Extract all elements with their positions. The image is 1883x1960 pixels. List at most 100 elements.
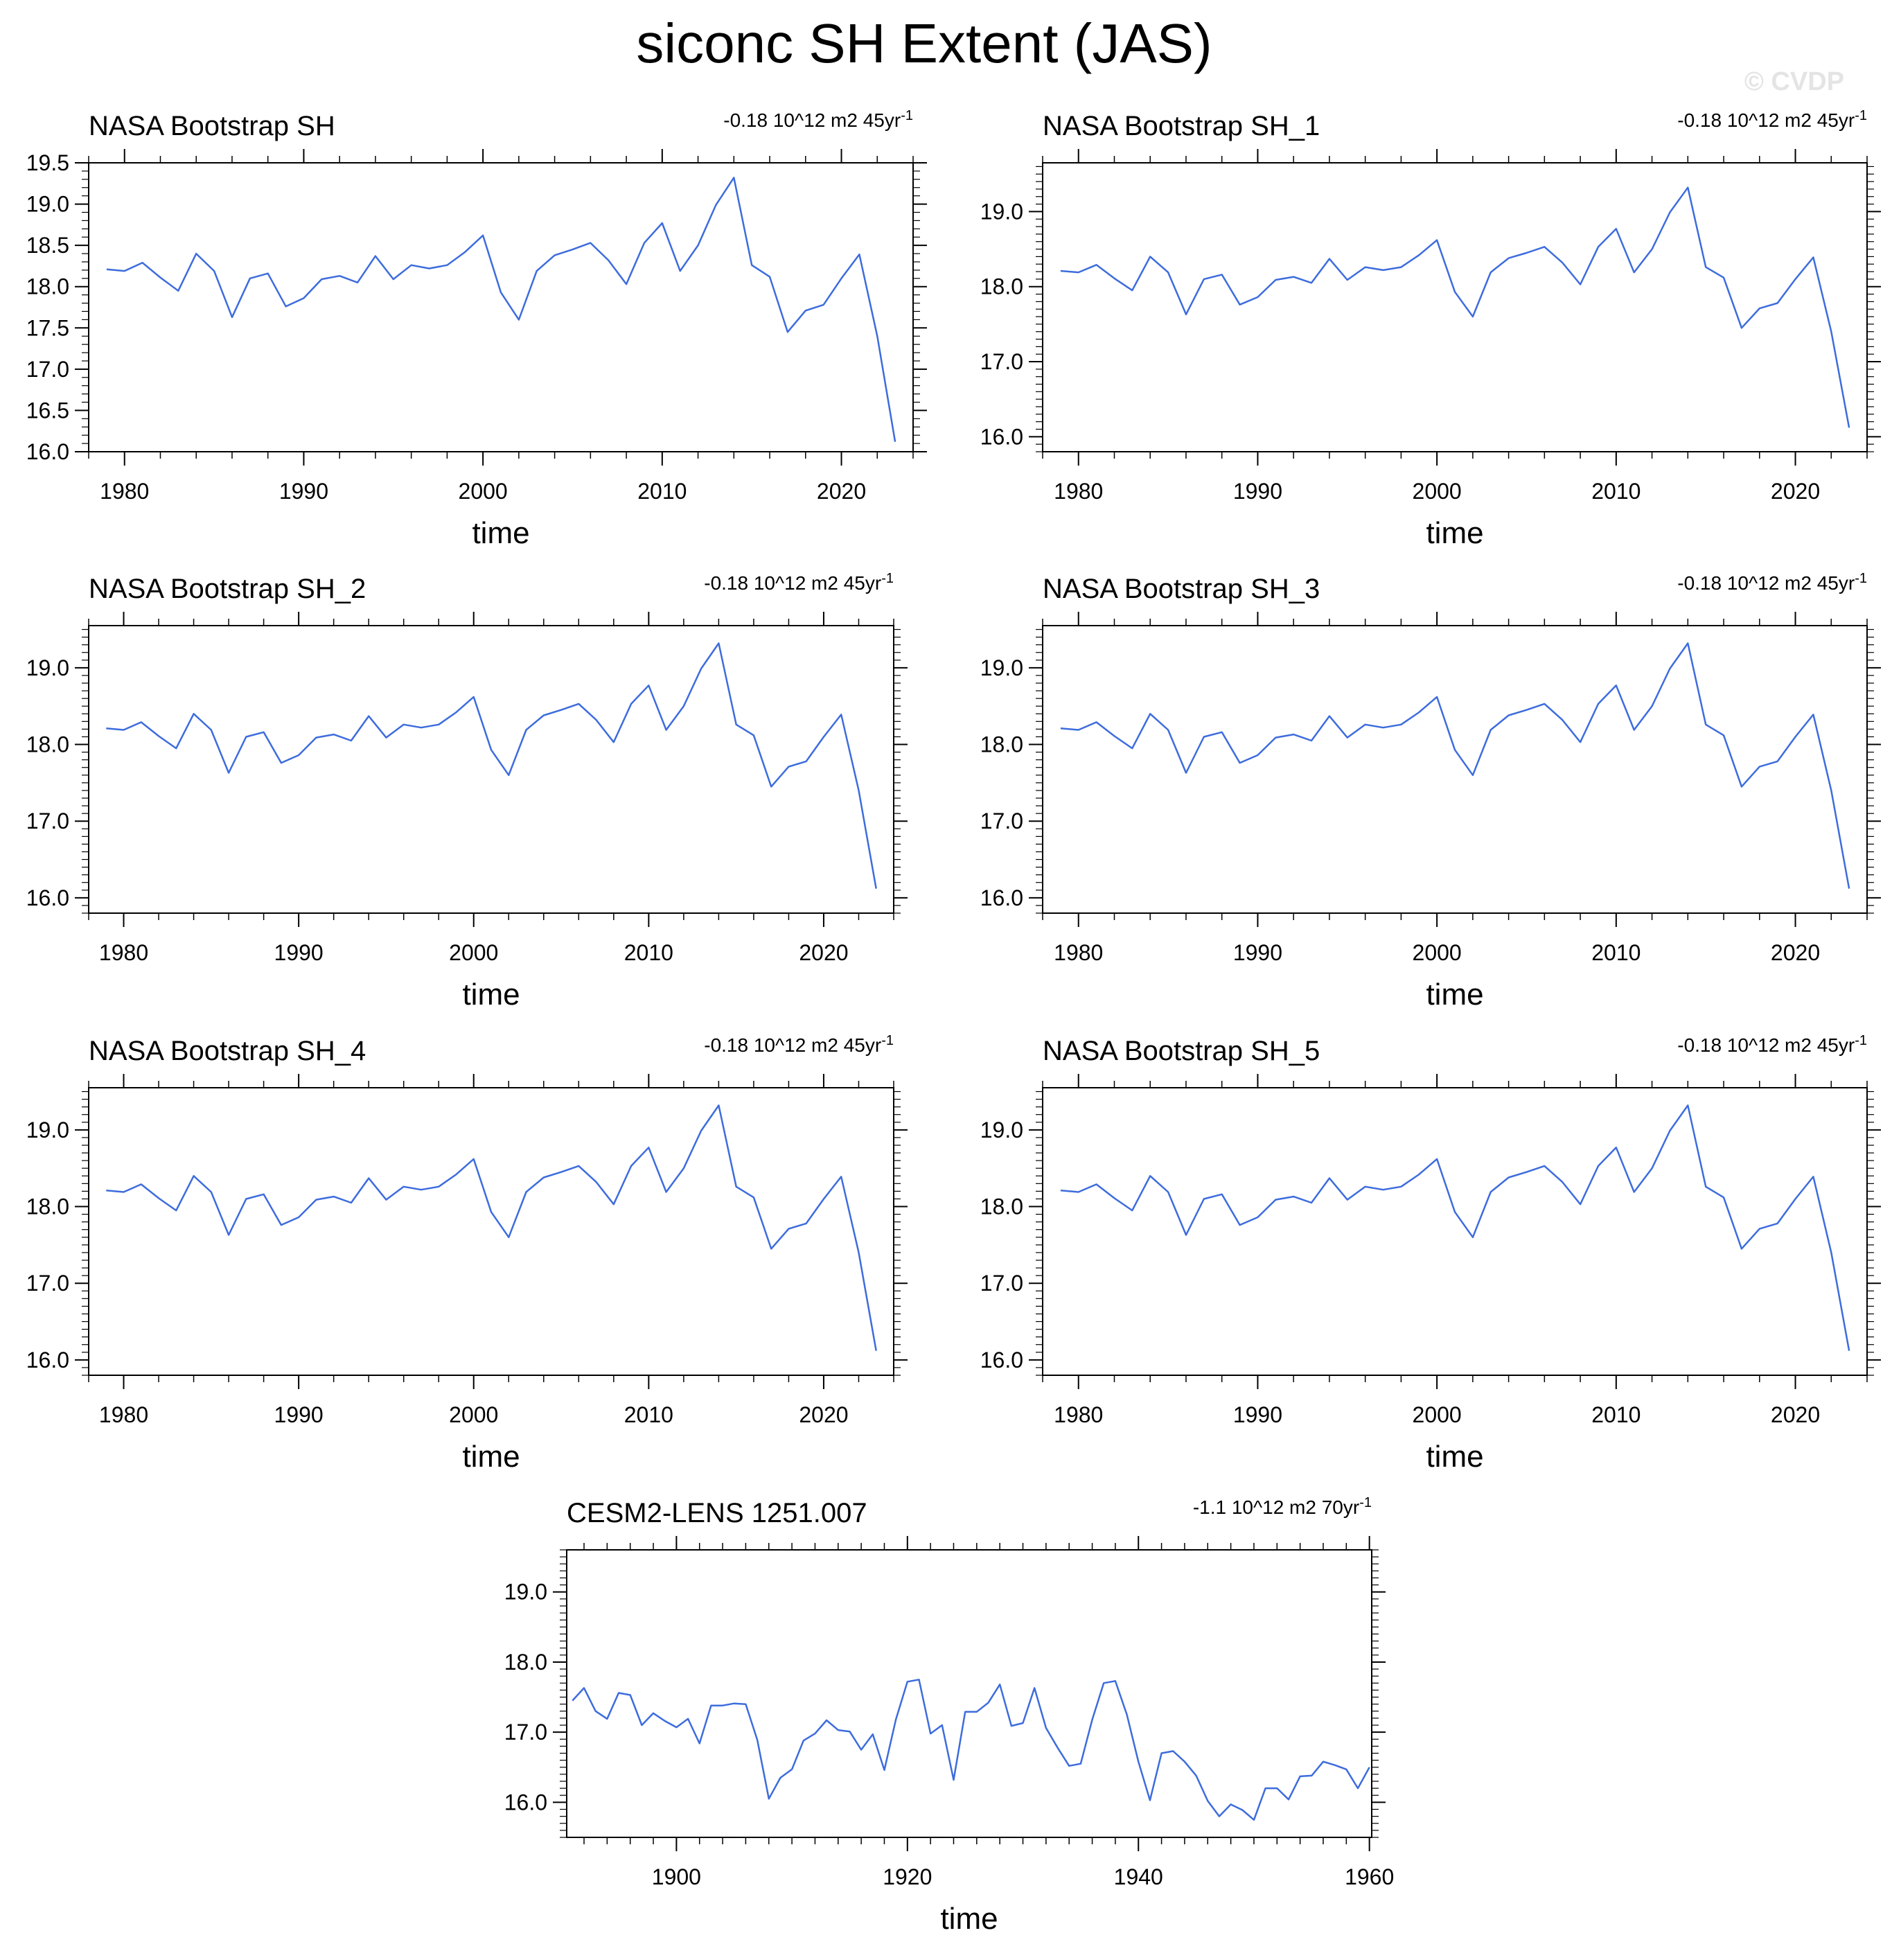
x-axis-label: time (1426, 1440, 1483, 1474)
panel-title: NASA Bootstrap SH_2 (89, 574, 366, 604)
y-tick-label: 16.5 (26, 398, 69, 423)
x-tick-label: 2000 (449, 940, 498, 965)
plot-frame (566, 1549, 1372, 1838)
x-tick-label: 1900 (652, 1864, 701, 1889)
y-tick-label: 17.0 (26, 357, 69, 382)
x-tick-label: 2020 (1771, 1402, 1820, 1427)
x-tick-label: 2000 (1413, 479, 1462, 504)
plot-frame (88, 625, 894, 914)
y-tick-label: 18.5 (26, 233, 69, 258)
x-tick-label: 2010 (624, 1402, 673, 1427)
plot-frame (1042, 162, 1868, 452)
x-tick-label: 1980 (99, 940, 148, 965)
x-tick-label: 2010 (1591, 940, 1641, 965)
x-tick-label: 1990 (1233, 940, 1282, 965)
y-tick-label: 18.0 (26, 732, 69, 757)
panel-nasa-bootstrap-sh-2: NASA Bootstrap SH_2 -0.18 10^12 m2 45yr-1… (26, 571, 908, 1012)
panel-nasa-bootstrap-sh: NASA Bootstrap SH -0.18 10^12 m2 45yr-1 ti… (26, 108, 927, 550)
trend-label: -1.1 10^12 m2 70yr-1 (1193, 1495, 1372, 1518)
y-tick-label: 19.5 (26, 150, 69, 175)
x-tick-label: 1990 (1233, 479, 1282, 504)
trend-label: -0.18 10^12 m2 45yr-1 (704, 571, 894, 594)
y-tick-label: 19.0 (980, 655, 1023, 680)
x-tick-label: 2010 (624, 940, 673, 965)
series-line (106, 177, 896, 442)
x-tick-label: 1980 (1054, 940, 1103, 965)
trend-label: -0.18 10^12 m2 45yr-1 (704, 1033, 894, 1056)
y-tick-label: 19.0 (26, 192, 69, 217)
series-line (1060, 1104, 1850, 1351)
x-tick-label: 1980 (1054, 1402, 1103, 1427)
trend-label: -0.18 10^12 m2 45yr-1 (723, 108, 913, 131)
y-tick-label: 19.0 (26, 655, 69, 680)
x-tick-label: 2010 (1591, 479, 1641, 504)
y-tick-label: 17.0 (980, 349, 1023, 374)
y-tick-label: 17.0 (26, 1271, 69, 1296)
y-tick-label: 16.0 (980, 885, 1023, 910)
y-tick-label: 16.0 (26, 439, 69, 464)
x-tick-label: 2020 (799, 940, 848, 965)
x-tick-label: 1990 (1233, 1402, 1282, 1427)
y-tick-label: 18.0 (980, 1194, 1023, 1219)
y-tick-label: 18.0 (26, 1194, 69, 1219)
panel-title: CESM2-LENS 1251.007 (567, 1498, 867, 1528)
y-tick-label: 16.0 (980, 424, 1023, 449)
y-tick-label: 17.0 (980, 1271, 1023, 1296)
x-tick-label: 2020 (1771, 940, 1820, 965)
panel-nasa-bootstrap-sh-5: NASA Bootstrap SH_5 -0.18 10^12 m2 45yr-1… (980, 1033, 1881, 1474)
series-line (1060, 186, 1850, 428)
y-tick-label: 18.0 (980, 732, 1023, 757)
x-axis-label: time (462, 978, 520, 1012)
panel-title: NASA Bootstrap SH_1 (1043, 111, 1320, 141)
plot-frame (1042, 625, 1868, 914)
x-tick-label: 2000 (1413, 1402, 1462, 1427)
x-tick-label: 1990 (274, 940, 324, 965)
x-axis-label: time (472, 516, 529, 550)
x-axis-label: time (1426, 978, 1483, 1012)
x-tick-label: 1940 (1114, 1864, 1163, 1889)
x-axis-label: time (462, 1440, 520, 1474)
series-line (572, 1679, 1370, 1821)
x-tick-label: 2020 (817, 479, 866, 504)
trend-label: -0.18 10^12 m2 45yr-1 (1677, 108, 1867, 131)
x-tick-label: 2020 (799, 1402, 848, 1427)
panel-title: NASA Bootstrap SH (89, 111, 335, 141)
panel-cesm2-lens-1251-007: CESM2-LENS 1251.007 -1.1 10^12 m2 70yr-1 t… (504, 1495, 1395, 1936)
y-tick-label: 17.0 (26, 809, 69, 833)
x-tick-label: 1990 (274, 1402, 324, 1427)
y-tick-label: 19.0 (980, 1118, 1023, 1142)
x-tick-label: 1920 (883, 1864, 932, 1889)
x-tick-label: 2010 (637, 479, 687, 504)
x-tick-label: 1980 (1054, 479, 1103, 504)
series-line (1060, 642, 1850, 889)
x-tick-label: 1990 (279, 479, 328, 504)
main-title: siconc SH Extent (JAS) (636, 12, 1212, 74)
plot-frame (88, 162, 914, 452)
y-tick-label: 16.0 (980, 1348, 1023, 1372)
y-tick-label: 17.0 (980, 809, 1023, 833)
y-tick-label: 17.5 (26, 315, 69, 340)
x-axis-label: time (1426, 516, 1483, 550)
panel-title: NASA Bootstrap SH_4 (89, 1036, 366, 1066)
y-tick-label: 16.0 (26, 1348, 69, 1372)
plot-frame (88, 1087, 894, 1376)
x-tick-label: 2010 (1591, 1402, 1641, 1427)
x-tick-label: 1980 (99, 1402, 148, 1427)
y-tick-label: 17.0 (504, 1720, 547, 1745)
x-tick-label: 2020 (1771, 479, 1820, 504)
panel-title: NASA Bootstrap SH_5 (1043, 1036, 1320, 1066)
x-tick-label: 1980 (100, 479, 149, 504)
y-tick-label: 19.0 (26, 1118, 69, 1142)
series-line (106, 642, 877, 889)
y-tick-label: 18.0 (980, 274, 1023, 299)
x-tick-label: 1960 (1345, 1864, 1394, 1889)
y-tick-label: 19.0 (504, 1580, 547, 1605)
y-tick-label: 19.0 (980, 199, 1023, 224)
y-tick-label: 18.0 (26, 274, 69, 299)
panel-title: NASA Bootstrap SH_3 (1043, 574, 1320, 604)
trend-label: -0.18 10^12 m2 45yr-1 (1677, 1033, 1867, 1056)
x-tick-label: 2000 (1413, 940, 1462, 965)
x-axis-label: time (940, 1902, 998, 1936)
panel-nasa-bootstrap-sh-3: NASA Bootstrap SH_3 -0.18 10^12 m2 45yr-1… (980, 571, 1881, 1012)
